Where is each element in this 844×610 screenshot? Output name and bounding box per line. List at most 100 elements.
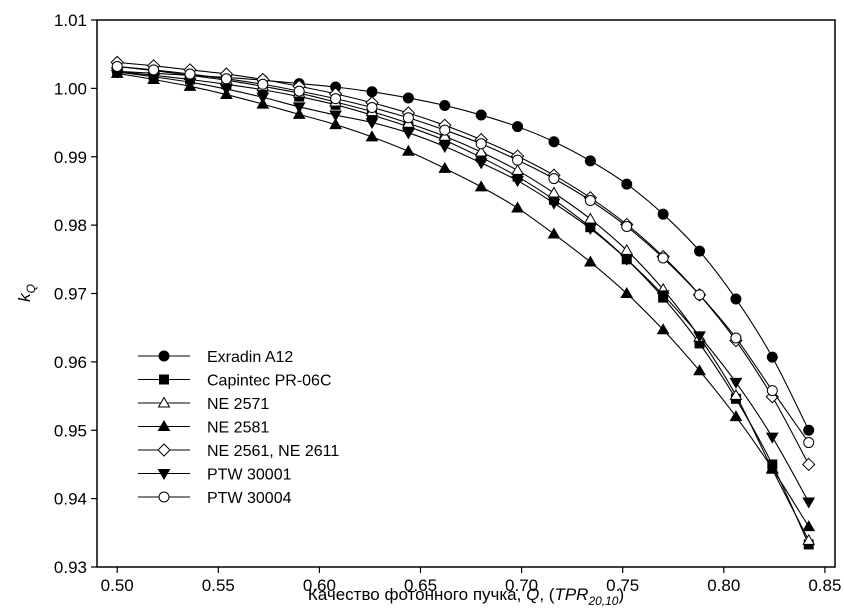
data-point-ne-2581 [365, 130, 379, 142]
plot-frame [96, 19, 836, 568]
y-tick-label: 0.96 [54, 353, 87, 372]
data-point-ptw-30004 [220, 73, 232, 85]
data-point-ptw-30004 [621, 220, 633, 232]
data-point-ptw-30001 [329, 110, 342, 122]
data-point-ne-2561-ne-2611 [802, 457, 816, 472]
data-point-ne-2581 [329, 118, 342, 130]
x-tick-label: 0.65 [404, 576, 437, 595]
data-point-ptw-30004 [366, 102, 378, 114]
data-point-ptw-30004 [111, 60, 123, 72]
series-ptw-30004 [111, 60, 815, 449]
data-point-ne-2581 [620, 287, 634, 298]
x-axis-label: Качество фотонного пучка, Q, (TPR20,10) [308, 585, 624, 608]
legend-entry-capintec-pr-06c: Capintec PR-06C [138, 373, 332, 390]
legend-marker [157, 396, 171, 408]
y-tick-label: 1.00 [54, 79, 87, 98]
x-tick-label: 0.70 [505, 576, 538, 595]
data-point-ptw-30001 [729, 377, 743, 389]
data-point-ptw-30004 [330, 93, 342, 105]
legend-marker [157, 420, 171, 431]
legend-entry-exradin-a12: Exradin A12 [138, 349, 293, 366]
data-point-ptw-30001 [365, 118, 379, 130]
data-point-ptw-30004 [694, 289, 706, 301]
data-point-ptw-30004 [584, 195, 596, 207]
data-point-ptw-30004 [148, 64, 160, 76]
data-point-exradin-a12 [548, 136, 560, 148]
data-point-ne-2581 [474, 180, 488, 192]
data-point-ptw-30001 [402, 128, 415, 140]
data-point-ptw-30004 [730, 332, 742, 344]
data-point-ne-2571 [547, 186, 561, 198]
data-point-exradin-a12 [439, 99, 451, 111]
data-point-exradin-a12 [512, 121, 524, 133]
data-point-ptw-30004 [257, 78, 269, 90]
y-axis-label: kQ [15, 284, 38, 302]
legend-entry-ne-2561-ne-2611: NE 2561, NE 2611 [138, 443, 339, 460]
data-point-exradin-a12 [694, 245, 706, 257]
x-tick-label: 0.60 [303, 576, 336, 595]
x-tick-label: 0.55 [202, 576, 235, 595]
data-point-ne-2581 [547, 227, 561, 239]
data-point-ne-2571 [511, 163, 524, 175]
data-point-ne-2581 [511, 201, 524, 213]
legend-entry-ne-2581: NE 2581 [138, 420, 269, 437]
data-point-ne-2581 [402, 144, 415, 156]
data-point-ne-2571 [583, 212, 597, 224]
data-point-ne-2581 [729, 410, 743, 422]
legend-marker [158, 350, 170, 362]
legend-marker [158, 491, 170, 503]
legend-marker [159, 374, 169, 385]
data-point-ne-2571 [620, 243, 634, 255]
data-point-ptw-30001 [656, 290, 670, 302]
legend-label: NE 2581 [207, 420, 269, 437]
data-point-ptw-30004 [766, 385, 778, 397]
data-point-ptw-30001 [438, 141, 452, 153]
data-point-ptw-30004 [293, 85, 305, 97]
data-point-ptw-30001 [583, 224, 597, 236]
data-point-ne-2581 [765, 462, 779, 474]
legend-label: NE 2561, NE 2611 [207, 443, 339, 460]
data-point-ne-2571 [729, 388, 743, 400]
data-point-exradin-a12 [730, 293, 742, 305]
y-tick-label: 1.01 [54, 11, 87, 30]
legend-entry-ptw-30001: PTW 30001 [138, 467, 292, 484]
data-point-ne-2581 [693, 364, 706, 376]
data-point-ptw-30001 [693, 331, 706, 343]
data-point-ptw-30004 [803, 437, 815, 449]
data-point-ptw-30001 [620, 254, 634, 266]
data-point-exradin-a12 [657, 208, 669, 220]
legend-label: NE 2571 [207, 396, 269, 413]
data-point-ne-2581 [656, 323, 670, 335]
data-point-ne-2581 [438, 161, 452, 173]
data-point-ne-2571 [802, 533, 816, 545]
data-point-exradin-a12 [621, 178, 633, 190]
data-point-ptw-30004 [475, 138, 487, 150]
data-point-ne-2571 [474, 145, 488, 157]
data-point-ptw-30001 [547, 198, 561, 210]
data-point-exradin-a12 [584, 155, 596, 167]
x-tick-label: 0.80 [707, 576, 740, 595]
legend-entry-ne-2571: NE 2571 [138, 396, 269, 413]
data-point-exradin-a12 [803, 424, 815, 436]
y-tick-label: 0.95 [54, 421, 87, 440]
data-point-exradin-a12 [402, 92, 414, 104]
y-tick-label: 0.93 [54, 558, 87, 577]
data-point-ptw-30001 [256, 92, 270, 104]
data-point-ptw-30004 [512, 154, 524, 166]
x-tick-label: 0.85 [808, 576, 841, 595]
data-point-exradin-a12 [366, 86, 378, 98]
data-point-exradin-a12 [475, 109, 487, 121]
legend-label: Exradin A12 [207, 349, 293, 366]
data-point-ptw-30001 [292, 102, 306, 114]
data-point-ptw-30004 [184, 68, 196, 80]
y-tick-label: 0.99 [54, 148, 87, 167]
data-point-ne-2581 [583, 255, 597, 267]
series-ptw-30001 [110, 67, 816, 509]
series-layer [110, 55, 816, 550]
data-point-ptw-30004 [548, 173, 560, 185]
data-point-ptw-30004 [439, 124, 451, 136]
legend-marker [157, 469, 171, 480]
ticks-layer: 0.50 0.55 0.60 0.65 0.70 0.75 0.80 0.85 0.93 0.94… [54, 11, 842, 595]
x-tick-label: 0.50 [101, 576, 134, 595]
